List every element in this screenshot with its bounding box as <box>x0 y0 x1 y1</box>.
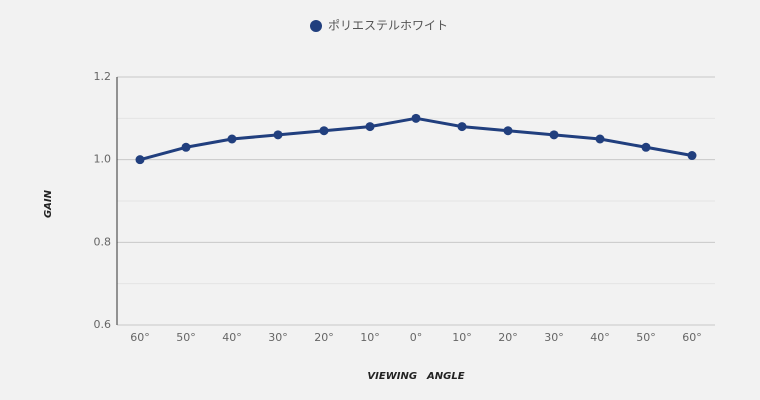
point <box>135 155 145 165</box>
legend-marker <box>310 20 322 32</box>
point <box>641 142 651 152</box>
x-tick-label: 10° <box>360 331 380 344</box>
point <box>457 122 467 132</box>
y-tick-label: 1.0 <box>94 153 112 166</box>
x-tick-label: 20° <box>314 331 334 344</box>
y-tick-label: 0.8 <box>94 235 112 248</box>
point <box>273 130 283 140</box>
x-tick-label: 10° <box>452 331 472 344</box>
x-tick-label: 20° <box>498 331 518 344</box>
point <box>503 126 513 136</box>
x-tick-label: 50° <box>176 331 196 344</box>
point <box>687 151 697 161</box>
x-tick-label: 30° <box>544 331 564 344</box>
point <box>411 113 421 123</box>
x-tick-label: 30° <box>268 331 288 344</box>
x-tick-label: 40° <box>222 331 242 344</box>
x-tick-label: 60° <box>682 331 702 344</box>
y-axis-title: GAIN <box>43 189 54 218</box>
y-tick-label: 1.2 <box>94 70 112 83</box>
point <box>227 134 237 144</box>
point <box>319 126 329 136</box>
x-tick-label: 60° <box>130 331 150 344</box>
x-tick-label: 40° <box>590 331 610 344</box>
legend-label: ポリエステルホワイト <box>328 19 448 33</box>
x-tick-label: 0° <box>410 331 423 344</box>
point <box>549 130 559 140</box>
y-tick-label: 0.6 <box>94 318 112 331</box>
point <box>365 122 375 132</box>
point <box>181 142 191 152</box>
x-tick-label: 50° <box>636 331 656 344</box>
point <box>595 134 605 144</box>
x-axis-title: VIEWING ANGLE <box>367 371 464 382</box>
